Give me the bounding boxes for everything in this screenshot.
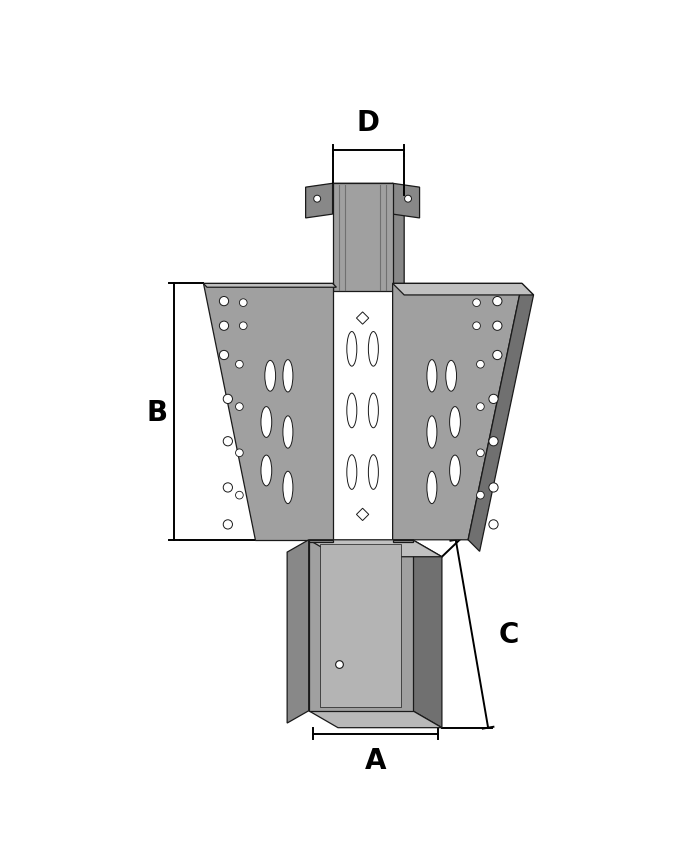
Ellipse shape	[449, 455, 461, 486]
Circle shape	[477, 361, 484, 369]
Ellipse shape	[427, 417, 437, 449]
Ellipse shape	[446, 361, 456, 392]
Ellipse shape	[346, 393, 357, 428]
Ellipse shape	[265, 361, 276, 392]
Circle shape	[473, 300, 480, 307]
Polygon shape	[203, 284, 332, 540]
Ellipse shape	[261, 455, 272, 486]
Circle shape	[477, 449, 484, 457]
Text: D: D	[357, 109, 380, 137]
Polygon shape	[332, 184, 404, 195]
Polygon shape	[309, 540, 442, 557]
Polygon shape	[393, 284, 533, 295]
Circle shape	[219, 297, 229, 307]
Text: C: C	[499, 620, 519, 648]
Circle shape	[489, 437, 498, 446]
Circle shape	[314, 196, 321, 203]
Circle shape	[489, 395, 498, 404]
Ellipse shape	[427, 360, 437, 393]
Ellipse shape	[368, 393, 379, 428]
Circle shape	[236, 361, 244, 369]
Circle shape	[477, 403, 484, 411]
Circle shape	[239, 300, 247, 307]
Circle shape	[405, 196, 412, 203]
Ellipse shape	[346, 455, 357, 490]
Circle shape	[223, 395, 232, 404]
Polygon shape	[356, 313, 369, 325]
Polygon shape	[332, 184, 393, 292]
Polygon shape	[287, 540, 309, 723]
Ellipse shape	[449, 407, 461, 438]
Polygon shape	[393, 540, 413, 542]
Circle shape	[223, 437, 232, 446]
Circle shape	[219, 351, 229, 360]
Ellipse shape	[427, 472, 437, 504]
Text: A: A	[365, 746, 386, 774]
Polygon shape	[393, 184, 419, 219]
Circle shape	[477, 492, 484, 499]
Circle shape	[223, 520, 232, 530]
Ellipse shape	[368, 455, 379, 490]
Circle shape	[236, 492, 244, 499]
Ellipse shape	[283, 360, 293, 393]
Circle shape	[236, 449, 244, 457]
Text: B: B	[146, 398, 167, 426]
Ellipse shape	[346, 332, 357, 367]
Polygon shape	[393, 184, 404, 303]
Circle shape	[493, 297, 502, 307]
Circle shape	[239, 323, 247, 331]
Circle shape	[489, 483, 498, 492]
Polygon shape	[393, 284, 522, 540]
Polygon shape	[203, 284, 337, 288]
Circle shape	[489, 520, 498, 530]
Ellipse shape	[283, 417, 293, 449]
Polygon shape	[321, 544, 401, 707]
Circle shape	[219, 322, 229, 331]
Polygon shape	[309, 540, 413, 711]
Polygon shape	[468, 284, 533, 552]
Polygon shape	[356, 509, 369, 521]
Polygon shape	[309, 711, 442, 728]
Polygon shape	[413, 540, 442, 728]
Polygon shape	[309, 540, 332, 542]
Circle shape	[223, 483, 232, 492]
Polygon shape	[306, 184, 332, 219]
Circle shape	[493, 351, 502, 360]
Ellipse shape	[368, 332, 379, 367]
Circle shape	[493, 322, 502, 331]
Circle shape	[473, 323, 480, 331]
Circle shape	[236, 403, 244, 411]
Ellipse shape	[283, 472, 293, 504]
Ellipse shape	[261, 407, 272, 438]
Circle shape	[336, 661, 344, 669]
